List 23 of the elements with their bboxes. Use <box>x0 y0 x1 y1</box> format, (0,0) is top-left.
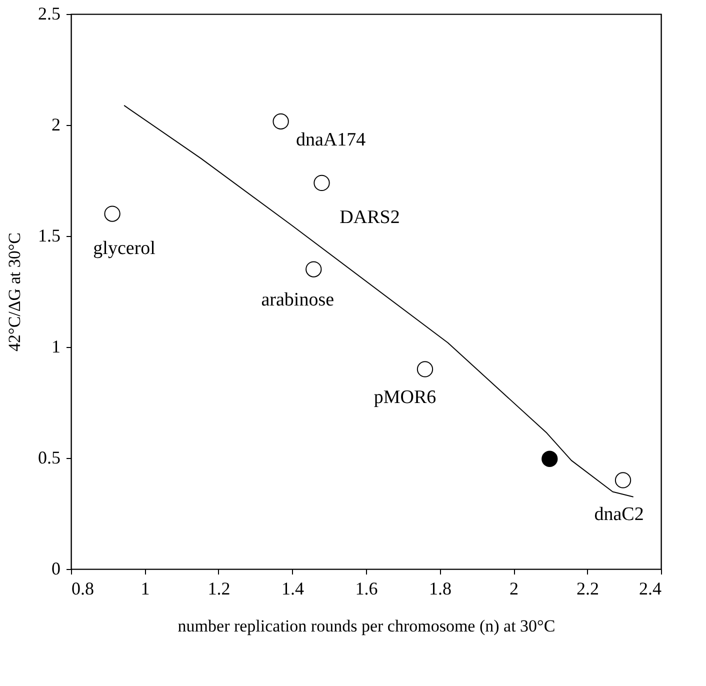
x-tick-label: 2.4 <box>639 578 662 598</box>
annotation: dnaC2 <box>594 504 644 526</box>
y-tick-label: 2.5 <box>38 4 60 24</box>
annotation: arabinose <box>261 289 334 310</box>
x-tick-label: 2.2 <box>576 578 599 598</box>
y-tick-label: 1.5 <box>38 226 60 246</box>
annotation: DARS2 <box>340 206 400 228</box>
x-tick-label: 1 <box>140 578 150 598</box>
annotation: pMOR6 <box>374 387 436 408</box>
x-tick-label: 0.8 <box>72 578 94 598</box>
annotation: dnaA174 <box>296 129 366 150</box>
y-tick-label: 1 <box>52 336 60 356</box>
x-tick-label: 1.8 <box>429 578 452 598</box>
annotation: glycerol <box>93 238 156 259</box>
x-axis-title: number replication rounds per chromosome (n) at 30°C <box>178 616 556 636</box>
y-tick-label: 0 <box>52 558 60 578</box>
x-tick-label: 1.6 <box>355 578 378 598</box>
x-tick-label: 2 <box>510 578 518 598</box>
y-tick-label: 0.5 <box>38 448 60 468</box>
y-axis-title: 42°C/ΔG at 30°C <box>5 232 24 352</box>
x-tick-label: 1.4 <box>282 578 304 598</box>
y-tick-label: 2 <box>52 114 60 134</box>
x-tick-label: 1.2 <box>208 578 230 598</box>
